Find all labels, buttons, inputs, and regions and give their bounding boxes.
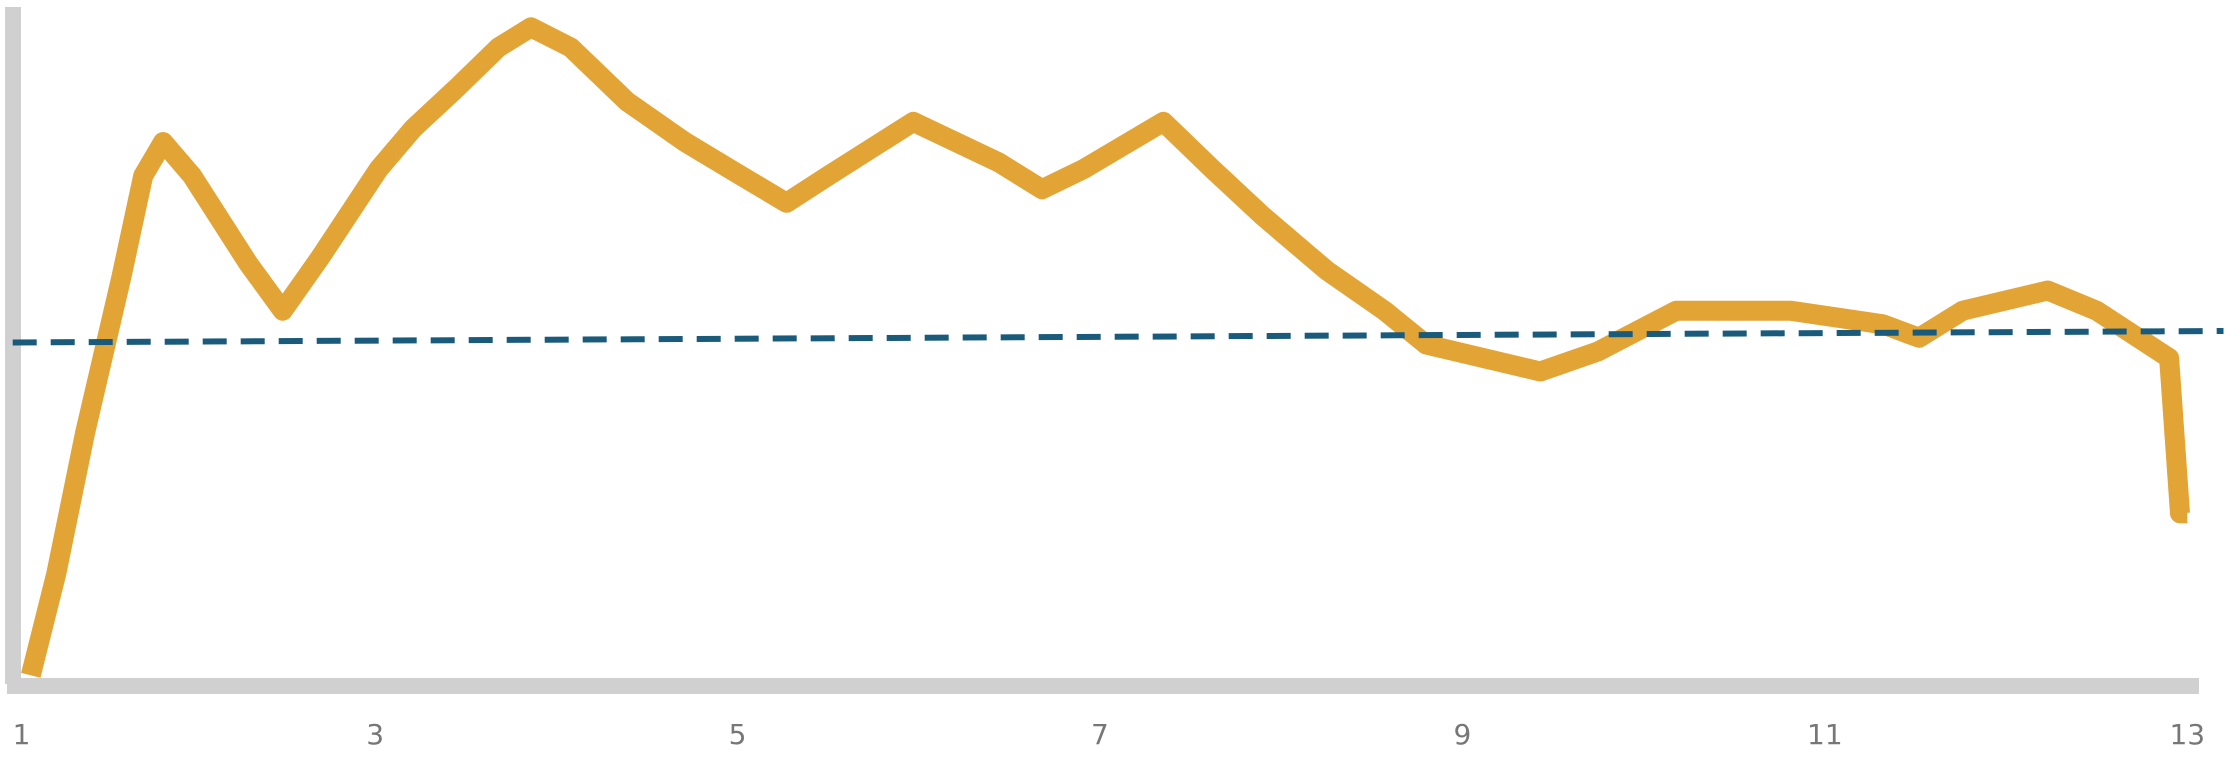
x-tick-label: 9 [1453,718,1471,751]
y-axis-bar [5,7,21,684]
x-tick-label: 7 [1091,718,1109,751]
line [21,17,2190,678]
x-tick-label: 11 [1807,718,1843,751]
line [12,328,2224,346]
x-tick-label: 5 [729,718,747,751]
x-tick-label: 3 [366,718,384,751]
x-tick-label: 13 [2169,718,2205,751]
x-axis-bar [7,678,2199,694]
x-tick-label: 1 [13,718,31,751]
